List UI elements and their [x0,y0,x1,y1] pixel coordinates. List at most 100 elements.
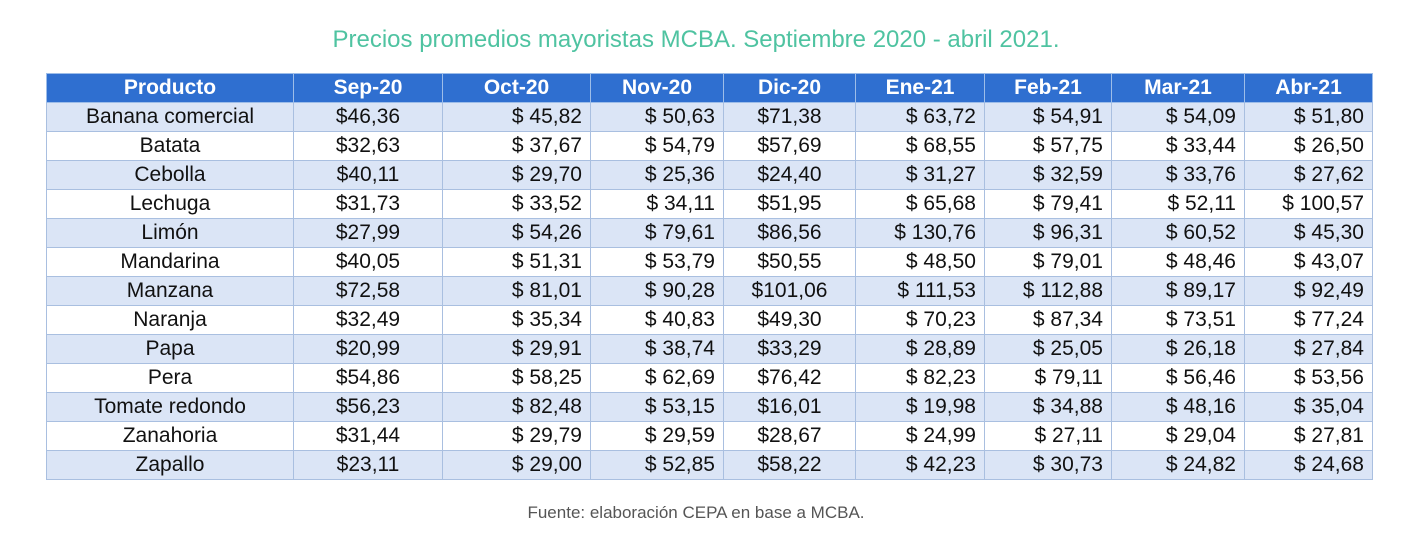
table-row: Zanahoria $31,44 $ 29,79 $ 29,59 $28,67 $ 24,… [46,421,1373,451]
product-cell: Zapallo [46,450,294,480]
price-cell: $ 82,23 [855,363,985,393]
price-cell: $56,23 [293,392,443,422]
price-cell: $ 45,82 [442,102,591,132]
price-cell: $ 60,52 [1111,218,1245,248]
price-cell: $ 63,72 [855,102,985,132]
price-cell: $ 52,11 [1111,189,1245,219]
price-cell: $ 27,62 [1244,160,1373,190]
price-cell: $ 34,88 [984,392,1112,422]
product-cell: Banana comercial [46,102,294,132]
price-cell: $ 27,11 [984,421,1112,451]
price-cell: $ 79,41 [984,189,1112,219]
price-cell: $ 29,79 [442,421,591,451]
price-cell: $ 24,68 [1244,450,1373,480]
price-cell: $ 112,88 [984,276,1112,306]
table-row: Limón $27,99 $ 54,26 $ 79,61 $86,56 $ 130,76 $… [46,218,1373,248]
price-cell: $ 81,01 [442,276,591,306]
price-cell: $27,99 [293,218,443,248]
price-cell: $ 65,68 [855,189,985,219]
price-cell: $ 43,07 [1244,247,1373,277]
price-cell: $28,67 [723,421,856,451]
price-cell: $23,11 [293,450,443,480]
price-cell: $ 27,84 [1244,334,1373,364]
price-cell: $ 53,15 [590,392,724,422]
table-row: Tomate redondo $56,23 $ 82,48 $ 53,15 $16,01… [46,392,1373,422]
product-cell: Zanahoria [46,421,294,451]
price-cell: $ 26,50 [1244,131,1373,161]
product-cell: Naranja [46,305,294,335]
price-cell: $20,99 [293,334,443,364]
price-cell: $ 33,76 [1111,160,1245,190]
price-cell: $ 29,91 [442,334,591,364]
price-cell: $ 28,89 [855,334,985,364]
table-row: Batata $32,63 $ 37,67 $ 54,79 $57,69 $ 68,55 $… [46,131,1373,161]
column-header-mar-21: Mar-21 [1111,73,1245,103]
price-cell: $ 35,04 [1244,392,1373,422]
price-cell: $ 34,11 [590,189,724,219]
product-cell: Papa [46,334,294,364]
price-cell: $ 19,98 [855,392,985,422]
price-cell: $ 70,23 [855,305,985,335]
price-cell: $ 33,52 [442,189,591,219]
price-cell: $31,44 [293,421,443,451]
price-cell: $ 100,57 [1244,189,1373,219]
price-cell: $ 111,53 [855,276,985,306]
price-cell: $ 48,50 [855,247,985,277]
price-cell: $ 48,16 [1111,392,1245,422]
table-row: Lechuga $31,73 $ 33,52 $ 34,11 $51,95 $ 65,68… [46,189,1373,219]
price-cell: $49,30 [723,305,856,335]
price-cell: $ 42,23 [855,450,985,480]
price-cell: $76,42 [723,363,856,393]
price-cell: $ 33,44 [1111,131,1245,161]
price-cell: $ 54,26 [442,218,591,248]
price-cell: $40,05 [293,247,443,277]
source-note: Fuente: elaboración CEPA en base a MCBA. [527,503,865,522]
price-cell: $ 29,59 [590,421,724,451]
price-cell: $ 27,81 [1244,421,1373,451]
price-cell: $58,22 [723,450,856,480]
price-cell: $101,06 [723,276,856,306]
header-row: Producto Sep-20 Oct-20 Nov-20 Dic-20 Ene-21 Fe… [46,73,1373,103]
price-cell: $33,29 [723,334,856,364]
price-cell: $ 35,34 [442,305,591,335]
price-cell: $ 68,55 [855,131,985,161]
price-cell: $24,40 [723,160,856,190]
price-cell: $ 37,67 [442,131,591,161]
price-cell: $ 79,11 [984,363,1112,393]
price-cell: $ 96,31 [984,218,1112,248]
price-cell: $ 24,99 [855,421,985,451]
product-cell: Manzana [46,276,294,306]
column-header-dic-20: Dic-20 [723,73,856,103]
product-cell: Limón [46,218,294,248]
product-cell: Pera [46,363,294,393]
price-cell: $50,55 [723,247,856,277]
price-cell: $ 90,28 [590,276,724,306]
table-row: Cebolla $40,11 $ 29,70 $ 25,36 $24,40 $ 31,27… [46,160,1373,190]
column-header-nov-20: Nov-20 [590,73,724,103]
column-header-ene-21: Ene-21 [855,73,985,103]
price-cell: $46,36 [293,102,443,132]
price-cell: $ 29,04 [1111,421,1245,451]
table-row: Papa $20,99 $ 29,91 $ 38,74 $33,29 $ 28,89 $ 2… [46,334,1373,364]
column-header-feb-21: Feb-21 [984,73,1112,103]
table-row: Zapallo $23,11 $ 29,00 $ 52,85 $58,22 $ 42,23… [46,450,1373,480]
price-cell: $ 92,49 [1244,276,1373,306]
price-cell: $40,11 [293,160,443,190]
product-cell: Batata [46,131,294,161]
price-cell: $ 58,25 [442,363,591,393]
product-cell: Lechuga [46,189,294,219]
table-row: Manzana $72,58 $ 81,01 $ 90,28 $101,06 $ 111,… [46,276,1373,306]
price-cell: $ 40,83 [590,305,724,335]
price-cell: $ 56,46 [1111,363,1245,393]
column-header-producto: Producto [46,73,294,103]
product-cell: Tomate redondo [46,392,294,422]
price-cell: $ 25,36 [590,160,724,190]
price-cell: $51,95 [723,189,856,219]
table-row: Banana comercial $46,36 $ 45,82 $ 50,63 $71,… [46,102,1373,132]
price-cell: $ 29,70 [442,160,591,190]
price-cell: $86,56 [723,218,856,248]
product-cell: Mandarina [46,247,294,277]
price-cell: $ 79,01 [984,247,1112,277]
price-cell: $ 48,46 [1111,247,1245,277]
price-cell: $ 25,05 [984,334,1112,364]
